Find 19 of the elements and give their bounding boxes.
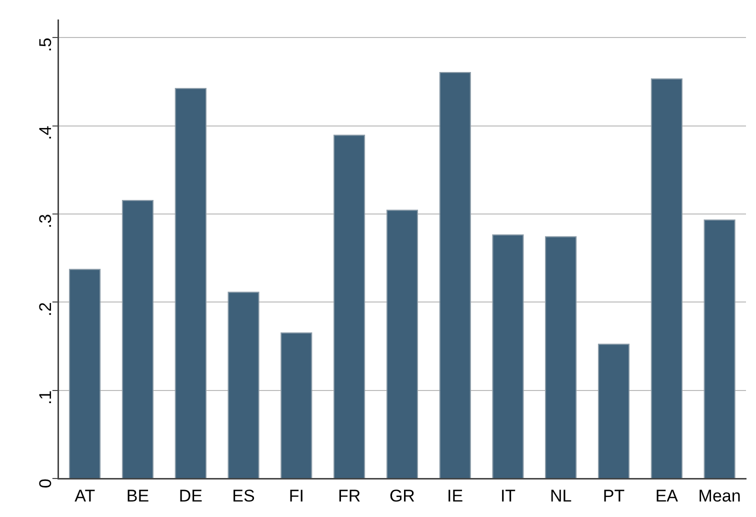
y-tick-label: .2 [36, 302, 56, 316]
x-tick-label: GR [389, 486, 415, 506]
y-tick-label: 0 [36, 478, 56, 488]
x-tick-label: FI [288, 486, 304, 506]
x-tick-label: ES [232, 486, 255, 506]
x-tick-label: BE [126, 486, 150, 506]
x-tick-label: DE [178, 486, 202, 506]
y-tick-label: .3 [36, 214, 56, 228]
x-tick-label: EA [655, 486, 679, 506]
x-tick-label: IE [447, 486, 464, 506]
y-tick-label: .5 [36, 38, 56, 52]
x-tick-label: AT [74, 486, 96, 506]
x-tick-label: FR [338, 486, 361, 506]
x-tick-label: Mean [698, 486, 741, 506]
x-tick-label: NL [550, 486, 572, 506]
y-tick-label: .1 [36, 390, 56, 405]
x-tick-label: IT [500, 486, 516, 506]
x-tick-label: PT [602, 486, 625, 506]
y-tick-label: .4 [36, 126, 56, 140]
